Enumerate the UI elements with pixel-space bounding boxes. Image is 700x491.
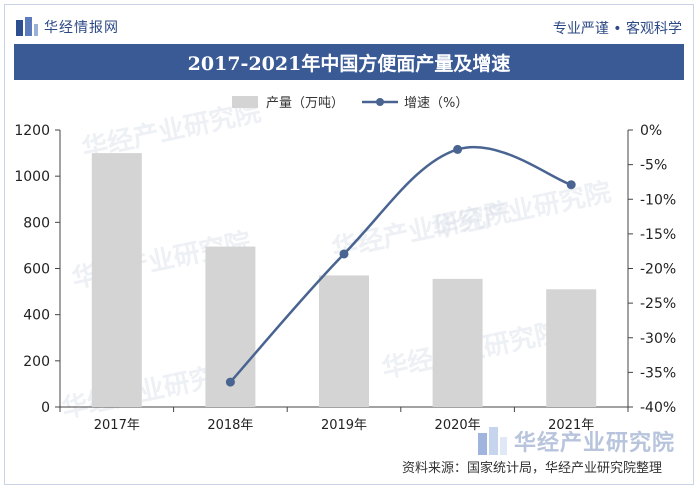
y-right-tick-label: -35% [640,365,676,381]
brand-name: 华经情报网 [44,20,119,36]
y-right-tick-label: -30% [640,331,676,347]
bar [432,278,483,407]
growth-point [225,377,235,387]
slogan: 专业严谨 • 客观科学 [552,21,682,37]
x-tick-label: 2019年 [321,418,367,433]
y-left-tick-label: 800 [23,215,50,231]
y-left-tick-label: 200 [23,354,50,370]
title-bar: 2017-2021年中国方便面产量及增速 [14,44,684,80]
watermark-footer-text: 华经产业研究院 [514,431,676,456]
legend-item-line: 增速（%） [362,92,468,111]
x-tick-label: 2017年 [94,418,140,433]
bar [91,153,142,407]
watermark-footer: 华经产业研究院 [478,425,675,457]
x-tick-label: 2018年 [207,418,253,433]
x-tick-label: 2021年 [548,418,594,433]
legend-bar-label: 产量（万吨） [266,96,345,111]
legend-item-bar: 产量（万吨） [232,92,344,111]
y-left-tick-label: 1000 [14,169,50,185]
x-tick-label: 2020年 [435,418,481,433]
y-right-tick-label: -20% [640,262,676,278]
y-right-tick-label: -10% [640,192,676,208]
watermark-logo [478,427,508,455]
y-left-tick-label: 400 [23,308,50,324]
growth-point [566,180,576,190]
growth-point [339,249,349,259]
y-right-tick-label: -15% [640,227,676,243]
legend-line-label: 增速（%） [404,96,469,111]
growth-line [229,145,572,383]
bar [546,289,597,407]
y-right-tick-label: -40% [640,400,676,416]
y-left-tick-label: 600 [23,262,50,278]
legend-line-swatch [362,97,398,106]
y-right-tick-label: 0% [640,123,662,139]
y-left-tick-label: 1200 [14,123,50,139]
chart-title: 2017-2021年中国方便面产量及增速 [187,52,511,75]
y-right-tick-label: -25% [640,296,676,312]
legend-bar-swatch [232,95,258,108]
y-left-tick-label: 0 [41,400,50,416]
growth-point [453,144,463,154]
bar [319,275,369,407]
brand: 华经情报网 [16,17,119,37]
brand-logo [16,17,38,37]
y-right-tick-label: -5% [640,158,667,174]
source-note: 资料来源：国家统计局，华经产业研究院整理 [401,461,662,476]
